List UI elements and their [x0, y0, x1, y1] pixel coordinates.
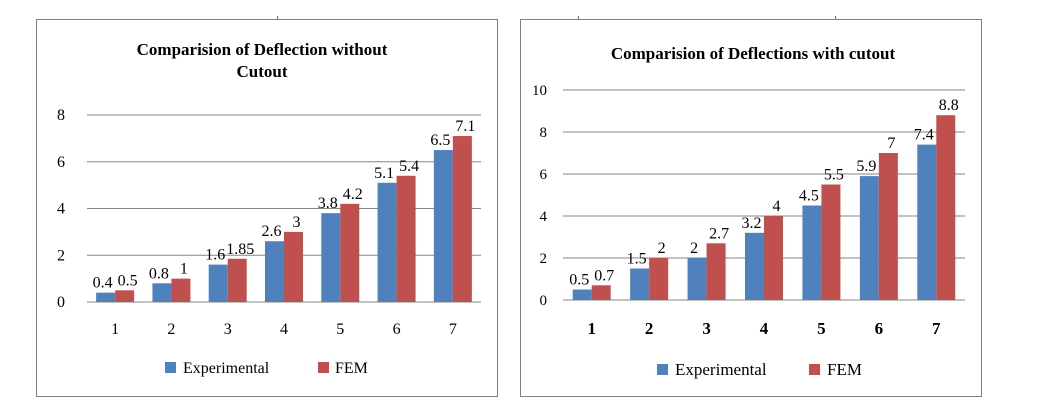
data-label-fem: 4.2	[343, 186, 363, 203]
bar-fem	[764, 216, 783, 300]
data-label-experimental: 0.5	[569, 272, 589, 289]
y-tick-label: 6	[57, 154, 65, 171]
bar-experimental	[572, 289, 592, 300]
bar-fem	[591, 285, 611, 300]
x-category-label: 3	[224, 321, 232, 338]
data-label-fem: 2.7	[709, 225, 729, 242]
y-tick-label: 0	[540, 293, 548, 309]
chart-title-line: Comparision of Deflection without	[137, 40, 388, 59]
data-label-experimental: 3.2	[742, 215, 762, 232]
bar-experimental	[265, 241, 284, 302]
x-category-label: 6	[393, 321, 401, 338]
bar-fem	[396, 175, 416, 302]
x-category-label: 5	[336, 321, 344, 338]
x-category-label: 3	[702, 319, 711, 338]
data-label-experimental: 2.6	[262, 223, 282, 240]
legend-label-fem: FEM	[335, 360, 368, 377]
data-label-experimental: 4.5	[799, 188, 819, 205]
y-tick-label: 4	[540, 209, 548, 225]
top-tick-mark-right-a	[578, 16, 579, 20]
data-label-experimental: 1.5	[627, 251, 647, 268]
data-label-fem: 4	[773, 198, 781, 215]
chart-title-line: Cutout	[236, 62, 287, 81]
y-tick-label: 4	[57, 201, 65, 218]
legend-swatch-experimental	[165, 362, 176, 373]
data-label-fem: 7	[887, 135, 895, 152]
bar-experimental	[152, 283, 172, 302]
bar-fem	[936, 115, 956, 300]
data-label-experimental: 1.6	[205, 247, 225, 264]
chart-with-cutout: Comparision of Deflections with cutout 0 2…	[532, 44, 965, 379]
data-label-experimental: 2	[690, 240, 698, 257]
y-tick-label: 8	[540, 125, 548, 141]
bar-experimental	[687, 258, 707, 300]
x-category-label: 2	[167, 321, 175, 338]
legend-swatch-fem	[809, 364, 820, 375]
bar-experimental	[208, 264, 228, 302]
data-label-experimental: 6.5	[430, 132, 450, 149]
chart-title-line: Comparision of Deflections with cutout	[611, 44, 896, 63]
data-label-experimental: 0.8	[149, 265, 169, 282]
x-category-label: 7	[449, 321, 457, 338]
y-tick-label: 6	[540, 167, 548, 183]
data-label-fem: 5.4	[399, 158, 419, 175]
bar-fem	[284, 231, 303, 302]
bar-fem	[452, 136, 472, 302]
data-label-fem: 2	[658, 240, 666, 257]
data-label-fem: 0.5	[118, 272, 138, 289]
x-category-label: 7	[932, 319, 941, 338]
chart-without-cutout: Comparision of Deflection without Cutout 0…	[57, 40, 481, 377]
x-category-label: 5	[817, 319, 826, 338]
y-tick-label: 2	[57, 247, 65, 264]
data-label-fem: 8.8	[939, 97, 959, 114]
data-label-experimental: 3.8	[318, 195, 338, 212]
x-category-label: 4	[280, 321, 288, 338]
data-label-fem: 1.85	[226, 241, 254, 258]
chart-panel-without-cutout: Comparision of Deflection without Cutout 0…	[36, 19, 498, 397]
x-category-label: 2	[645, 319, 654, 338]
legend-label-experimental: Experimental	[183, 360, 270, 377]
legend-swatch-fem	[318, 362, 329, 373]
legend-swatch-experimental	[657, 364, 668, 375]
data-label-fem: 5.5	[824, 167, 844, 184]
bar-experimental	[321, 213, 341, 302]
bar-fem	[706, 243, 726, 300]
legend-label-experimental: Experimental	[675, 360, 767, 379]
bar-experimental	[859, 176, 879, 300]
data-label-fem: 3	[293, 214, 301, 231]
bar-experimental	[377, 182, 397, 302]
y-tick-label: 8	[57, 107, 65, 124]
y-tick-label: 2	[540, 251, 548, 267]
bar-experimental	[917, 144, 937, 300]
x-category-label: 1	[587, 319, 596, 338]
bar-fem	[171, 278, 191, 302]
bar-fem	[115, 290, 135, 302]
data-label-fem: 1	[180, 261, 188, 278]
bar-fem	[649, 258, 669, 300]
bar-fem	[340, 203, 360, 302]
bar-fem	[878, 153, 898, 300]
data-label-experimental: 5.1	[374, 165, 394, 182]
y-tick-label: 0	[57, 294, 65, 311]
bar-experimental	[802, 205, 822, 300]
bar-experimental	[433, 150, 453, 302]
top-tick-mark-left	[277, 16, 278, 20]
data-label-fem: 0.7	[594, 267, 614, 284]
bar-fem	[821, 184, 841, 300]
legend-label-fem: FEM	[827, 360, 862, 379]
bar-fem	[227, 258, 247, 302]
data-label-experimental: 5.9	[856, 158, 876, 175]
x-category-label: 4	[760, 319, 769, 338]
x-category-label: 1	[111, 321, 119, 338]
y-tick-label: 10	[532, 83, 547, 99]
data-label-experimental: 0.4	[93, 275, 113, 292]
bar-experimental	[630, 268, 650, 300]
data-label-fem: 7.1	[455, 118, 475, 135]
bar-experimental	[745, 232, 764, 300]
top-tick-mark-right-b	[835, 16, 836, 20]
chart-panel-with-cutout: Comparision of Deflections with cutout 0 2…	[520, 19, 982, 397]
bar-experimental	[96, 292, 116, 302]
x-category-label: 6	[875, 319, 884, 338]
data-label-experimental: 7.4	[914, 127, 934, 144]
